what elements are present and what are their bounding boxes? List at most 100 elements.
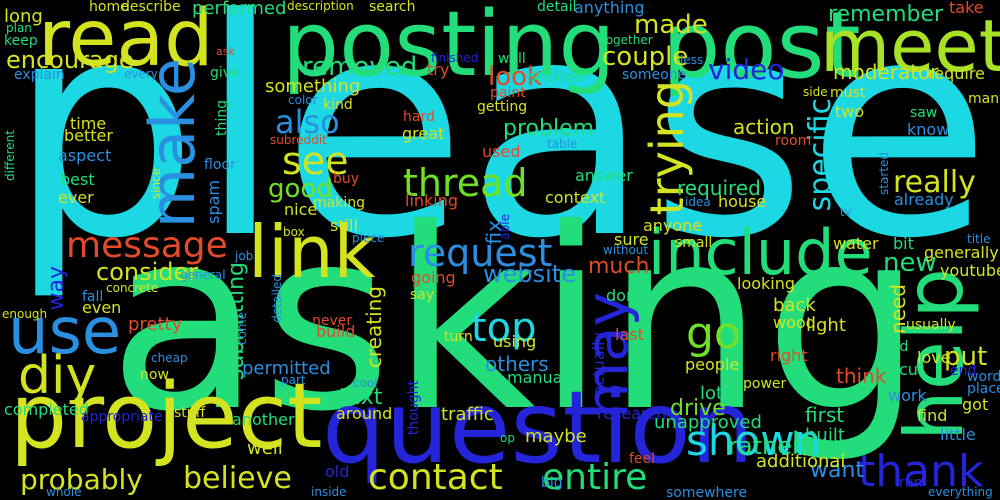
word-probably: probably <box>20 463 143 496</box>
word-pretty: pretty <box>128 314 183 335</box>
word-something: something <box>265 76 361 97</box>
word-concrete: concrete <box>106 281 159 295</box>
word-youtube: youtube <box>940 261 1000 280</box>
word-built: built <box>805 425 845 446</box>
word-description: description <box>287 0 354 13</box>
word-never: never <box>312 313 353 329</box>
word-general: general <box>180 268 226 282</box>
word-think: think <box>836 364 887 388</box>
word-turn: turn <box>444 329 473 345</box>
word-usually: usually <box>906 317 956 333</box>
word-op: op <box>500 431 515 445</box>
word-wood: wood <box>773 313 816 332</box>
word-time: time <box>70 114 107 133</box>
word-cool: cool <box>353 376 378 390</box>
word-shown: shown <box>686 416 822 465</box>
word-already: already <box>894 190 954 209</box>
word-still: still <box>330 216 358 235</box>
word-bit: bit <box>893 234 914 253</box>
word-even: even <box>82 298 122 317</box>
word-stickied: stickied <box>529 69 583 85</box>
word-first: first <box>805 403 845 427</box>
word-back: back <box>773 295 816 316</box>
word-message: message <box>66 225 228 266</box>
word-others: others <box>485 352 549 376</box>
word-consider: consider <box>96 258 199 286</box>
word-using: using <box>493 332 537 351</box>
word-cut: cut <box>899 360 925 379</box>
word-good: good <box>268 174 333 204</box>
word-thread: thread <box>403 161 528 205</box>
word-see: see <box>282 139 349 183</box>
word-come: come <box>235 312 249 346</box>
word-please: please <box>8 0 992 304</box>
word-aspect: aspect <box>58 146 112 165</box>
word-actually: actually <box>589 332 608 396</box>
word-run: run <box>899 475 923 491</box>
word-encourage: encourage <box>6 46 134 74</box>
word-anything: anything <box>574 0 645 17</box>
word-used: used <box>482 142 521 161</box>
word-house: house <box>718 192 767 211</box>
word-post: post <box>662 0 861 99</box>
word-traffic: traffic <box>441 404 494 425</box>
word-two: two <box>835 102 865 121</box>
word-box: box <box>283 225 305 239</box>
word-put: put <box>944 342 988 372</box>
word-keep: keep <box>4 33 38 49</box>
word-creating: creating <box>362 286 386 369</box>
word-room: room <box>775 133 812 149</box>
word-small: small <box>675 235 713 251</box>
word-started: started <box>877 152 891 195</box>
word-someone: someone <box>622 67 687 83</box>
word-thank: thank <box>858 446 984 497</box>
word-many: many <box>968 91 1000 107</box>
word-done: done <box>606 286 646 305</box>
word-link: link <box>248 210 376 294</box>
word-better: better <box>64 126 113 145</box>
word-go: go <box>686 308 741 359</box>
word-answer: answer <box>575 166 633 185</box>
word-build: build <box>316 322 356 341</box>
word-title: title <box>967 232 991 246</box>
word-wall: wall <box>498 51 526 67</box>
word-every: every <box>124 67 158 81</box>
word-asking: asking <box>108 175 923 466</box>
word-sure: sure <box>614 230 649 249</box>
word-additional: additional <box>756 451 846 472</box>
word-search: search <box>369 0 416 15</box>
word-make: make <box>136 58 209 229</box>
word-video: video <box>708 53 785 86</box>
word-rather: rather <box>728 432 802 460</box>
word-word: word <box>967 369 1000 385</box>
word-big: big <box>541 475 563 491</box>
word-whole: whole <box>46 485 82 499</box>
word-light: light <box>806 315 846 336</box>
word-permitted: permitted <box>242 358 331 379</box>
word-well: well <box>247 438 283 459</box>
word-nice: nice <box>284 200 318 219</box>
word-question: question <box>322 369 755 486</box>
word-now: now <box>140 367 169 383</box>
word-getting: getting <box>477 99 528 115</box>
word-detail: detail <box>537 0 577 15</box>
word-making: making <box>313 195 365 211</box>
word-table: table <box>547 137 578 151</box>
word-unapproved: unapproved <box>654 412 762 433</box>
word-end: end <box>950 363 977 379</box>
word-moderator: moderator <box>833 60 939 84</box>
word-best: best <box>60 170 95 189</box>
word-say: say <box>410 287 435 303</box>
word-find: find <box>917 406 948 425</box>
word-thought: thought <box>406 380 422 436</box>
word-got: got <box>962 395 989 414</box>
word-describe: describe <box>121 0 181 15</box>
word-job: job <box>235 249 254 263</box>
word-going: going <box>411 268 456 287</box>
word-read: read <box>38 0 214 84</box>
word-need: need <box>886 284 910 334</box>
word-new: new <box>883 248 937 278</box>
word-looking: looking <box>737 274 796 293</box>
word-research: research <box>597 404 667 423</box>
